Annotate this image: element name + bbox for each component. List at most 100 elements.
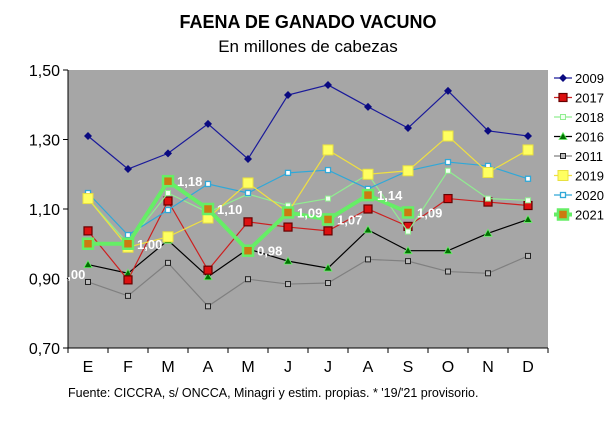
x-tick-label: J xyxy=(324,359,332,376)
square-marker xyxy=(245,276,251,283)
triangle-marker xyxy=(363,225,373,234)
diamond-marker xyxy=(324,80,332,89)
square-marker xyxy=(443,193,453,204)
legend-item-2011: 2011 xyxy=(554,149,603,164)
legend-item-2020: 2020 xyxy=(554,188,604,203)
square-marker xyxy=(485,270,491,277)
square-marker xyxy=(82,193,94,205)
triangle-marker xyxy=(323,263,333,272)
square-marker xyxy=(401,206,415,219)
square-marker xyxy=(324,166,332,174)
square-marker xyxy=(560,153,566,159)
series-line xyxy=(87,169,529,245)
diamond-marker xyxy=(404,124,412,133)
diamond-marker xyxy=(204,119,212,128)
data-label: 1,14 xyxy=(377,188,403,203)
square-marker xyxy=(525,197,531,204)
series-2021: 1,00 1,00 1,18 1,10 0,98 1,09 1,07 1,14 1,09 xyxy=(60,174,442,282)
triangle-marker xyxy=(558,131,568,140)
square-marker xyxy=(556,208,570,221)
legend-label: 2016 xyxy=(575,130,604,145)
square-marker xyxy=(485,195,491,202)
triangle-marker xyxy=(483,228,493,237)
diamond-marker xyxy=(364,102,372,111)
series-2020 xyxy=(84,158,532,239)
diamond-marker xyxy=(559,74,567,82)
x-tick-label: J xyxy=(284,359,292,376)
square-marker xyxy=(522,144,534,156)
square-marker xyxy=(559,191,567,199)
legend-item-2017: 2017 xyxy=(554,91,604,106)
square-marker xyxy=(445,268,451,275)
square-marker xyxy=(363,204,373,214)
square-marker xyxy=(124,231,132,239)
square-marker xyxy=(325,280,331,287)
square-marker xyxy=(444,158,452,166)
square-marker xyxy=(405,228,411,235)
y-tick-label: 1,30 xyxy=(29,133,60,150)
series-line xyxy=(87,161,529,236)
data-label: 1,09 xyxy=(417,205,442,220)
square-marker xyxy=(321,213,335,226)
square-marker xyxy=(123,275,133,285)
square-marker xyxy=(165,190,171,197)
chart-title: FAENA DE GANADO VACUNO xyxy=(179,12,437,32)
y-tick-label: 1,10 xyxy=(29,202,60,219)
diamond-marker xyxy=(124,165,132,174)
diamond-marker xyxy=(444,86,452,95)
square-marker xyxy=(201,202,215,216)
square-marker xyxy=(325,195,331,202)
legend-label: 2011 xyxy=(575,149,603,164)
diamond-marker xyxy=(524,132,532,141)
square-marker xyxy=(362,168,374,180)
legend-item-2019: 2019 xyxy=(554,169,604,184)
square-marker xyxy=(281,206,295,219)
series-line xyxy=(87,135,529,248)
x-tick-label: M xyxy=(161,359,174,376)
triangle-marker xyxy=(283,256,293,265)
legend-label: 2019 xyxy=(575,169,604,184)
series-2011 xyxy=(85,252,531,310)
legend-item-2018: 2018 xyxy=(554,110,604,125)
square-marker xyxy=(285,281,291,288)
x-tick-label: O xyxy=(442,359,454,376)
square-marker xyxy=(242,177,254,189)
legend-label: 2009 xyxy=(575,71,604,86)
square-marker xyxy=(365,256,371,263)
series-line xyxy=(87,84,529,170)
square-marker xyxy=(482,167,494,179)
square-marker xyxy=(323,226,333,236)
legend-item-2021: 2021 xyxy=(554,208,604,223)
square-marker xyxy=(283,222,293,232)
square-marker xyxy=(405,258,411,265)
y-tick-label: 0,70 xyxy=(29,341,60,358)
x-tick-label: D xyxy=(522,359,534,376)
square-marker xyxy=(203,265,213,275)
diamond-marker xyxy=(244,154,252,163)
data-label: 1,09 xyxy=(297,205,322,220)
x-tick-label: A xyxy=(203,359,214,376)
legend-label: 2021 xyxy=(575,208,604,223)
square-marker xyxy=(85,278,91,285)
square-marker xyxy=(284,169,292,177)
series-line xyxy=(87,255,529,308)
y-tick-label: 1,50 xyxy=(29,63,60,80)
x-tick-label: M xyxy=(241,359,254,376)
diamond-marker xyxy=(164,149,172,158)
legend-label: 2017 xyxy=(575,91,604,106)
legend-label: 2020 xyxy=(575,188,604,203)
y-tick-label: 0,90 xyxy=(29,272,60,289)
chart-subtitle: En millones de cabezas xyxy=(218,37,398,56)
legend-label: 2018 xyxy=(575,110,604,125)
triangle-marker xyxy=(443,245,453,255)
footnote: Fuente: CICCRA, s/ ONCCA, Minagri y esti… xyxy=(68,386,479,400)
square-marker xyxy=(241,244,255,257)
square-marker xyxy=(557,170,569,181)
square-marker xyxy=(81,237,95,250)
square-marker xyxy=(244,189,252,197)
diamond-marker xyxy=(284,91,292,100)
square-marker xyxy=(165,259,171,266)
square-marker xyxy=(361,188,375,202)
square-marker xyxy=(322,144,334,156)
